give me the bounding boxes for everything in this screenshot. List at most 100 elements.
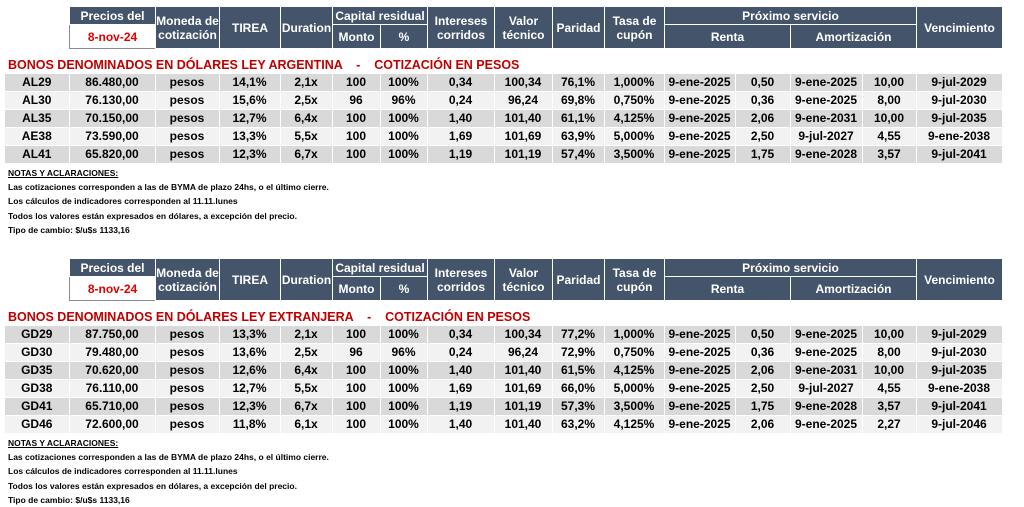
cell-precio: 87.750,00 (69, 326, 156, 344)
cell-tirea: 14,1% (219, 74, 281, 92)
header-proximo-servicio: Próximo servicio (664, 6, 917, 25)
header-renta: Renta (664, 276, 791, 301)
cell-precio: 65.710,00 (69, 397, 156, 416)
cell-moneda: pesos (155, 74, 220, 92)
cell-intereses: 0,34 (427, 74, 495, 92)
cell-amortizacion-monto: 4,55 (862, 127, 917, 146)
header-capital-residual: Capital residual (332, 6, 428, 25)
cell-moneda: pesos (155, 127, 220, 146)
cell-pct: 100% (380, 109, 428, 128)
cell-vencimiento: 9-jul-2035 (916, 361, 1003, 380)
cell-vencimiento: 9-jul-2046 (916, 415, 1003, 434)
cell-pct: 100% (380, 415, 428, 434)
cell-monto: 100 (332, 326, 381, 344)
cell-amortizacion-fecha: 9-ene-2031 (790, 361, 863, 380)
cell-tasa-cupon: 3,500% (604, 397, 665, 416)
table-row: GD46 72.600,00 pesos 11,8% 6,1x 100 100% 1,40 10… (5, 415, 1003, 434)
cell-paridad: 76,1% (552, 74, 605, 92)
cell-renta-fecha: 9-ene-2025 (664, 109, 736, 128)
cell-ticker: GD35 (5, 361, 70, 380)
cell-paridad: 63,2% (552, 415, 605, 434)
cell-duration: 2,5x (280, 91, 333, 110)
table-row: AE38 73.590,00 pesos 13,3% 5,5x 100 100% 1,69 10… (5, 127, 1003, 146)
cell-paridad: 77,2% (552, 326, 605, 344)
cell-paridad: 63,9% (552, 127, 605, 146)
notes: NOTAS Y ACLARACIONES: Las cotizaciones c… (8, 166, 329, 237)
header-intereses: Intereses corridos (427, 258, 495, 301)
cell-monto: 96 (332, 91, 381, 110)
cell-ticker: GD46 (5, 415, 70, 434)
cell-paridad: 69,8% (552, 91, 605, 110)
cell-renta-fecha: 9-ene-2025 (664, 91, 736, 110)
cell-ticker: AL35 (5, 109, 70, 128)
bonds-table: AL29 86.480,00 pesos 14,1% 2,1x 100 100% 0,34 10… (5, 74, 1003, 164)
note-line: Los cálculos de indicadores corresponden… (8, 196, 238, 207)
cell-renta-monto: 0,36 (735, 91, 791, 110)
cell-amortizacion-fecha: 9-jul-2027 (790, 379, 863, 398)
cell-moneda: pesos (155, 326, 220, 344)
cell-tasa-cupon: 1,000% (604, 74, 665, 92)
cell-intereses: 1,40 (427, 361, 495, 380)
header-intereses: Intereses corridos (427, 6, 495, 49)
cell-vencimiento: 9-jul-2029 (916, 74, 1003, 92)
cell-amortizacion-monto: 10,00 (862, 326, 917, 344)
cell-tirea: 12,7% (219, 109, 281, 128)
cell-duration: 5,5x (280, 379, 333, 398)
cell-duration: 6,7x (280, 145, 333, 164)
cell-renta-fecha: 9-ene-2025 (664, 326, 736, 344)
cell-precio: 86.480,00 (69, 74, 156, 92)
cell-intereses: 1,40 (427, 415, 495, 434)
table-row: GD41 65.710,00 pesos 12,3% 6,7x 100 100% 1,19 10… (5, 397, 1003, 416)
header-vencimiento: Vencimiento (916, 6, 1003, 49)
cell-amortizacion-fecha: 9-ene-2025 (790, 74, 863, 92)
note-line: Todos los valores están expresados en dó… (8, 480, 297, 491)
table-row: AL35 70.150,00 pesos 12,7% 6,4x 100 100% 1,40 10… (5, 109, 1003, 128)
cell-pct: 100% (380, 326, 428, 344)
cell-ticker: AL29 (5, 74, 70, 92)
cell-amortizacion-monto: 10,00 (862, 109, 917, 128)
header-amortizacion: Amortización (790, 24, 917, 49)
cell-renta-fecha: 9-ene-2025 (664, 74, 736, 92)
cell-precio: 70.150,00 (69, 109, 156, 128)
cell-monto: 100 (332, 109, 381, 128)
cell-renta-monto: 2,50 (735, 379, 791, 398)
header-paridad: Paridad (552, 6, 605, 49)
cell-renta-fecha: 9-ene-2025 (664, 343, 736, 362)
cell-amortizacion-fecha: 9-ene-2028 (790, 397, 863, 416)
cell-moneda: pesos (155, 343, 220, 362)
header-renta: Renta (664, 24, 791, 49)
cell-tasa-cupon: 1,000% (604, 326, 665, 344)
cell-renta-fecha: 9-ene-2025 (664, 415, 736, 434)
cell-amortizacion-fecha: 9-ene-2025 (790, 91, 863, 110)
cell-intereses: 1,19 (427, 145, 495, 164)
cell-intereses: 1,19 (427, 397, 495, 416)
cell-tasa-cupon: 4,125% (604, 109, 665, 128)
cell-monto: 100 (332, 415, 381, 434)
cell-tasa-cupon: 3,500% (604, 145, 665, 164)
cell-pct: 96% (380, 343, 428, 362)
cell-amortizacion-monto: 10,00 (862, 361, 917, 380)
cell-tirea: 13,6% (219, 343, 281, 362)
cell-ticker: GD41 (5, 397, 70, 416)
cell-duration: 2,1x (280, 326, 333, 344)
note-line: Las cotizaciones corresponden a las de B… (8, 452, 329, 463)
cell-paridad: 61,5% (552, 361, 605, 380)
cell-moneda: pesos (155, 361, 220, 380)
cell-intereses: 1,40 (427, 109, 495, 128)
cell-valor-tecnico: 101,19 (494, 397, 553, 416)
cell-pct: 100% (380, 74, 428, 92)
cell-precio: 76.110,00 (69, 379, 156, 398)
cell-monto: 100 (332, 361, 381, 380)
section-title: BONOS DENOMINADOS EN DÓLARES LEY EXTRANJ… (8, 310, 531, 324)
cell-renta-fecha: 9-ene-2025 (664, 379, 736, 398)
note-line: Las cotizaciones corresponden a las de B… (8, 182, 329, 193)
header-tasa-cupon: Tasa de cupón (604, 258, 665, 301)
cell-amortizacion-monto: 8,00 (862, 343, 917, 362)
cell-precio: 76.130,00 (69, 91, 156, 110)
cell-renta-monto: 0,50 (735, 74, 791, 92)
cell-valor-tecnico: 101,19 (494, 145, 553, 164)
cell-precio: 73.590,00 (69, 127, 156, 146)
header-monto: Monto (332, 24, 381, 49)
cell-paridad: 66,0% (552, 379, 605, 398)
cell-ticker: AE38 (5, 127, 70, 146)
